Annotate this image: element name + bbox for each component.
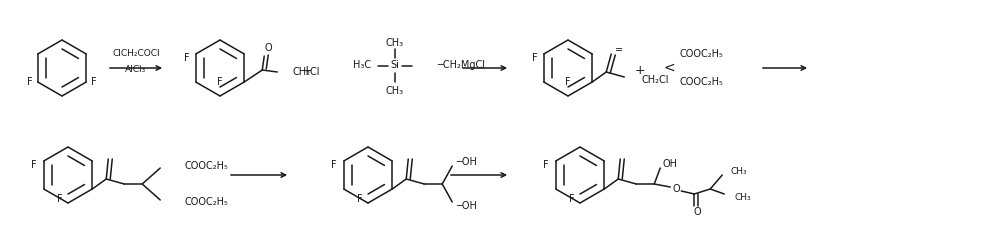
Text: Si: Si [391, 60, 399, 70]
Text: F: F [569, 194, 575, 204]
Text: ─CH₂MgCl: ─CH₂MgCl [437, 60, 485, 70]
Text: CH₃: CH₃ [386, 86, 404, 96]
Text: <: < [663, 61, 675, 75]
Text: ClCH₂COCl: ClCH₂COCl [112, 49, 160, 58]
Text: COOC₂H₅: COOC₂H₅ [680, 77, 724, 87]
Text: +: + [635, 64, 645, 76]
Text: AlCl₃: AlCl₃ [125, 65, 147, 75]
Text: F: F [91, 77, 97, 87]
Text: O: O [264, 43, 272, 53]
Text: OH: OH [662, 159, 677, 169]
Text: +: + [302, 64, 312, 76]
Text: H₃C: H₃C [353, 60, 371, 70]
Text: CH₂Cl: CH₂Cl [292, 67, 320, 77]
Text: F: F [357, 194, 363, 204]
Text: O: O [693, 207, 701, 217]
Text: F: F [565, 77, 571, 87]
Text: F: F [217, 77, 223, 87]
Text: COOC₂H₅: COOC₂H₅ [184, 161, 228, 171]
Text: F: F [331, 160, 337, 170]
Text: COOC₂H₅: COOC₂H₅ [680, 49, 724, 59]
Text: F: F [57, 194, 63, 204]
Text: F: F [532, 53, 538, 63]
Text: CH₃: CH₃ [386, 38, 404, 48]
Text: CH₂Cl: CH₂Cl [641, 75, 669, 85]
Text: F: F [184, 53, 190, 63]
Text: O: O [672, 184, 680, 194]
Text: CH₃: CH₃ [730, 167, 747, 175]
Text: CH₃: CH₃ [734, 192, 751, 201]
Text: F: F [31, 160, 37, 170]
Text: F: F [543, 160, 549, 170]
Text: ─OH: ─OH [456, 201, 477, 211]
Text: =: = [615, 45, 623, 55]
Text: ─OH: ─OH [456, 157, 477, 167]
Text: COOC₂H₅: COOC₂H₅ [184, 197, 228, 207]
Text: F: F [27, 77, 33, 87]
